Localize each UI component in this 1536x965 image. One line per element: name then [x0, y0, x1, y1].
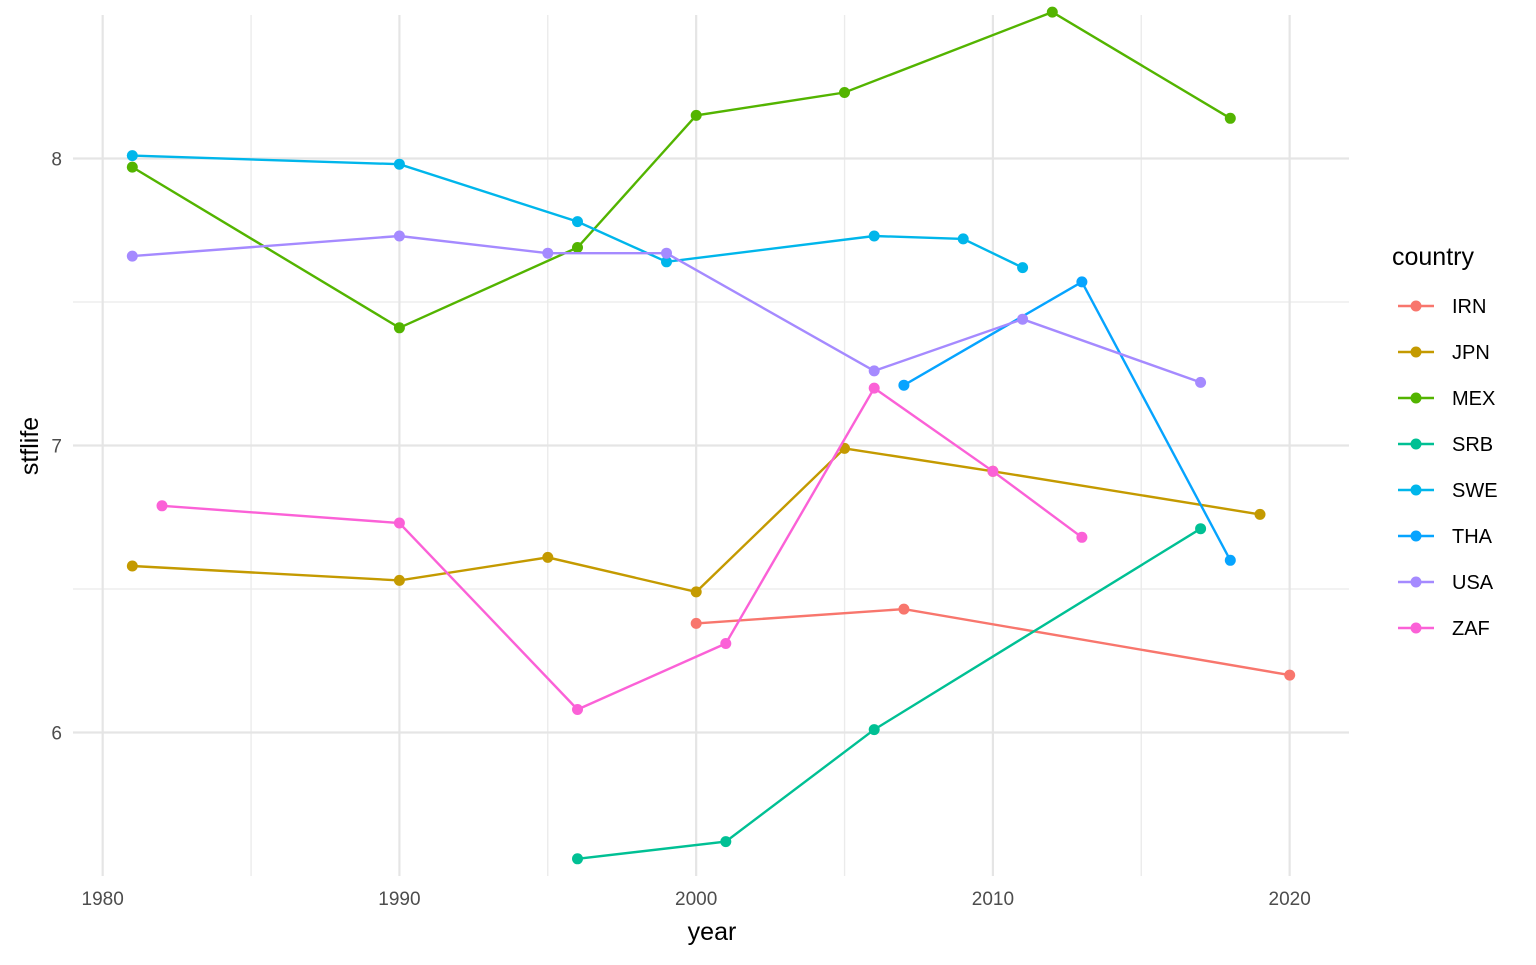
legend-key-point — [1410, 576, 1422, 588]
data-point — [1224, 112, 1236, 124]
legend-label: USA — [1452, 572, 1494, 594]
data-point — [126, 161, 138, 173]
grid — [73, 15, 1349, 876]
legend-item: THA — [1398, 526, 1493, 548]
axes: 1980 1990 2000 2010 2020 6 7 8 — [51, 150, 1310, 911]
data-point — [126, 150, 138, 162]
series-line — [577, 527, 1202, 860]
data-point — [1076, 276, 1088, 288]
legend-key-point — [1410, 438, 1422, 450]
legend-label: MEX — [1452, 388, 1495, 410]
data-point — [572, 853, 583, 865]
data-point — [1284, 669, 1296, 681]
series-line — [161, 386, 1083, 711]
data-point — [1017, 313, 1029, 325]
legend-key-point — [1410, 346, 1422, 358]
legend-label: ZAF — [1452, 618, 1490, 640]
data-point — [393, 230, 405, 242]
data-point — [1224, 554, 1236, 566]
series-zaf — [156, 382, 1088, 715]
data-point — [126, 560, 138, 572]
y-axis-title: stflife — [16, 417, 44, 475]
x-tick-label: 1980 — [82, 889, 124, 910]
legend-label: JPN — [1452, 342, 1490, 364]
legend-key-point — [1410, 484, 1422, 496]
legend-label: SWE — [1452, 480, 1498, 502]
legend-key-point — [1410, 300, 1422, 312]
data-point — [690, 617, 702, 629]
y-tick-label: 7 — [51, 437, 62, 458]
y-tick-label: 8 — [51, 150, 62, 171]
data-point — [690, 586, 702, 598]
data-point — [720, 836, 732, 848]
legend-key-point — [1410, 392, 1422, 404]
legend-label: IRN — [1452, 296, 1486, 318]
legend-item: ZAF — [1398, 618, 1490, 640]
series-line — [131, 10, 1231, 330]
legend-item: SWE — [1398, 480, 1498, 502]
data-point — [393, 517, 405, 529]
series-line — [903, 280, 1232, 561]
data-point — [987, 465, 999, 477]
legend-item: IRN — [1398, 296, 1486, 318]
series-tha — [898, 276, 1236, 566]
data-point — [661, 256, 672, 268]
data-point — [1195, 376, 1207, 388]
series-swe — [126, 150, 1029, 274]
legend-key-point — [1410, 530, 1422, 542]
data-point — [572, 704, 583, 715]
data-point — [868, 724, 880, 736]
x-tick-label: 1990 — [378, 889, 420, 910]
data-point — [393, 574, 405, 586]
legend-key-point — [1410, 622, 1422, 634]
data-point — [572, 242, 583, 253]
x-tick-label: 2020 — [1269, 889, 1311, 910]
legend-label: SRB — [1452, 434, 1493, 456]
data-point — [1017, 262, 1029, 274]
x-tick-label: 2000 — [675, 889, 717, 910]
legend: country IRN JPN MEX SRB SWE THA USA ZAF — [1392, 243, 1498, 640]
data-point — [393, 322, 405, 334]
data-point — [898, 379, 910, 391]
legend-item: SRB — [1398, 434, 1493, 456]
series-usa — [126, 230, 1207, 388]
x-axis-title: year — [688, 918, 737, 946]
legend-item: MEX — [1398, 388, 1495, 410]
data-point — [542, 551, 554, 563]
data-point — [1195, 523, 1207, 535]
data-point — [126, 250, 138, 262]
data-point — [156, 500, 168, 512]
data-point — [1046, 6, 1058, 18]
x-tick-label: 2010 — [972, 889, 1014, 910]
data-point — [720, 638, 732, 649]
legend-item: JPN — [1398, 342, 1490, 364]
data-point — [868, 382, 880, 394]
data-point — [542, 247, 554, 259]
data-point — [661, 247, 672, 259]
data-point — [868, 230, 880, 242]
data-point — [1254, 508, 1266, 520]
data-point — [868, 365, 880, 377]
series-lines — [126, 6, 1296, 865]
data-point — [393, 158, 405, 170]
legend-item: USA — [1398, 572, 1494, 594]
series-srb — [572, 523, 1207, 865]
data-point — [572, 216, 583, 228]
series-mex — [126, 6, 1236, 334]
data-point — [898, 603, 910, 615]
data-point — [957, 233, 969, 245]
series-irn — [690, 603, 1296, 681]
legend-title: country — [1392, 243, 1474, 271]
y-tick-label: 6 — [51, 724, 62, 745]
data-point — [839, 87, 850, 98]
data-point — [690, 109, 702, 121]
legend-label: THA — [1452, 526, 1493, 548]
data-point — [1076, 531, 1088, 543]
